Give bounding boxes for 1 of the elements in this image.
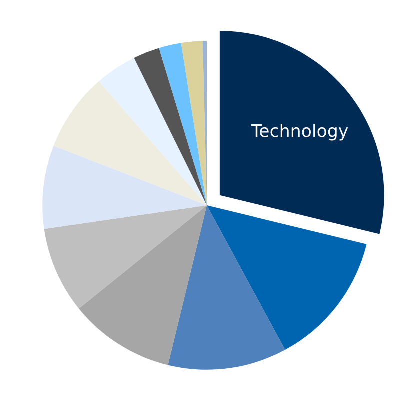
- slice-label: Technology: [251, 124, 348, 141]
